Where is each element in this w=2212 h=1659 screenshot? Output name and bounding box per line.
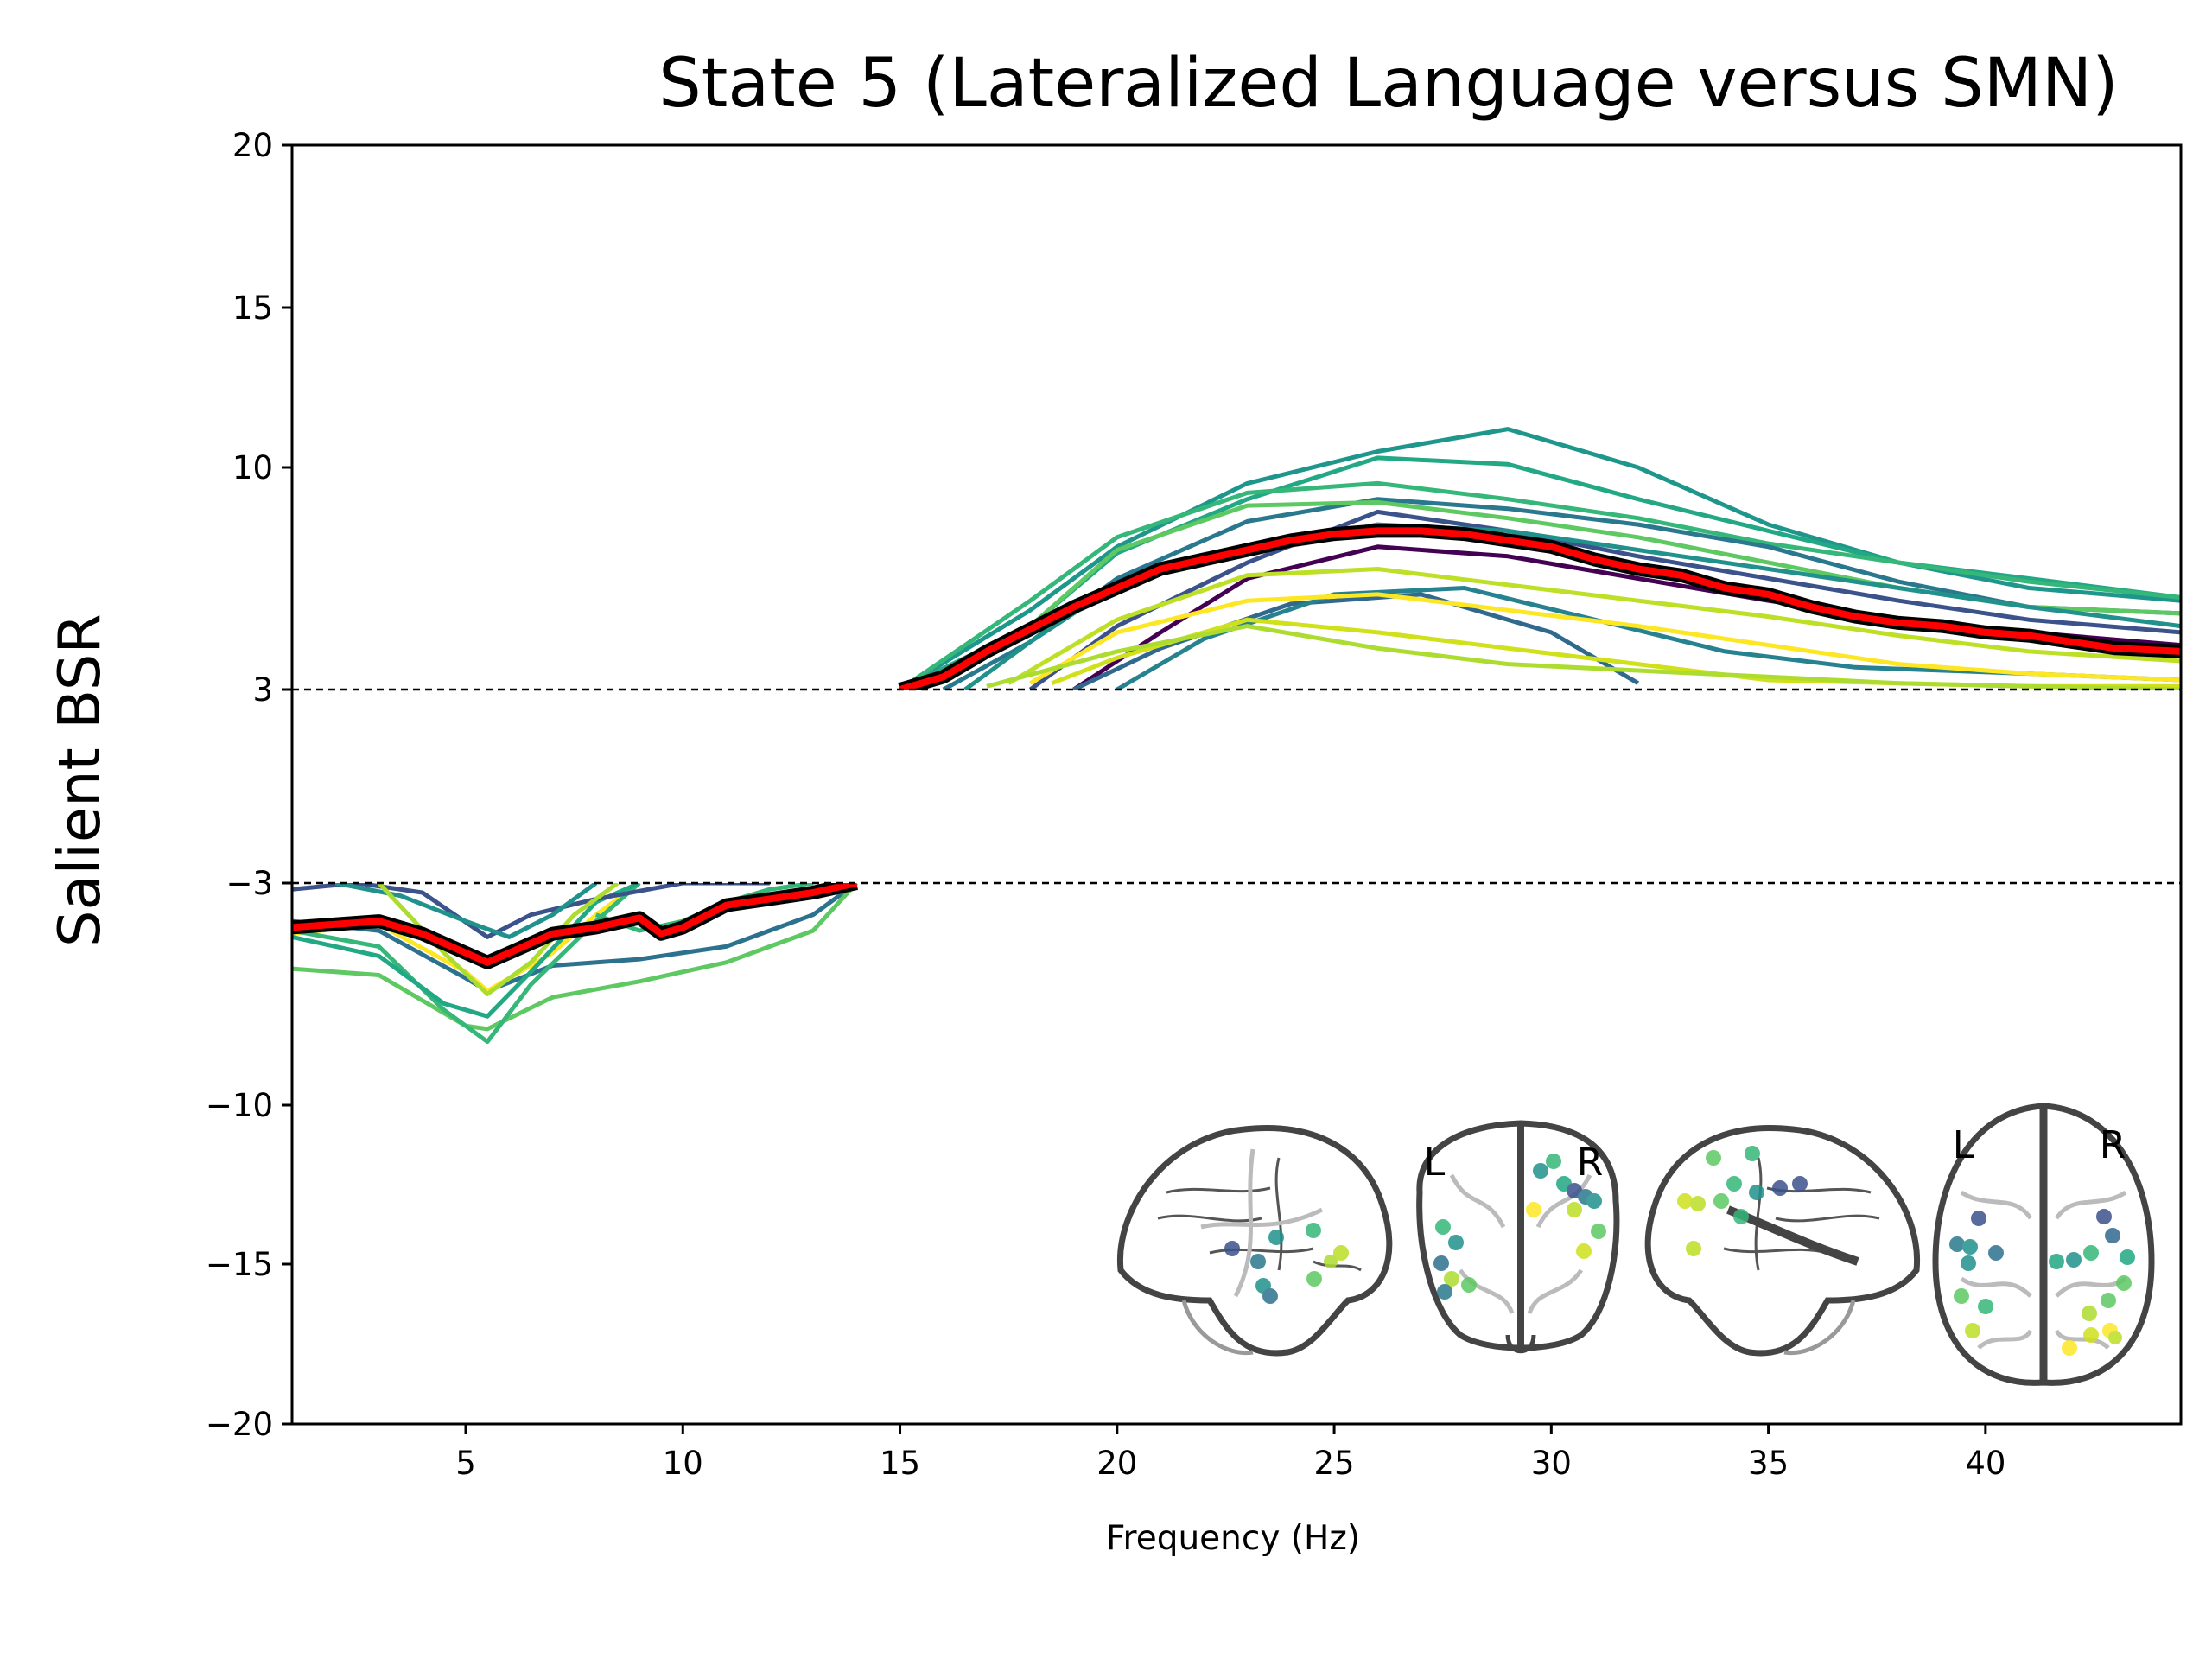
x-tick-label: 40 xyxy=(1965,1445,2005,1482)
threshold-band xyxy=(292,690,2181,883)
x-tick-label: 25 xyxy=(1314,1445,1355,1482)
series-line-20 xyxy=(291,880,770,939)
series-lines xyxy=(291,427,2182,1045)
series-line-9 xyxy=(1072,592,1640,692)
y-tick-label: −15 xyxy=(206,1246,273,1283)
brain-left-sagittal-dots xyxy=(1224,1223,1349,1304)
series-line-3 xyxy=(899,480,2182,692)
series-line-6 xyxy=(1028,509,2182,692)
brain-coronal-dots xyxy=(1433,1154,1606,1300)
brain-left-sagittal-icon xyxy=(1116,1125,1393,1357)
x-tick-label: 5 xyxy=(455,1445,476,1482)
glass-brain-inset: L R xyxy=(1116,1103,2155,1386)
chart-title: State 5 (Lateralized Language versus SMN… xyxy=(658,45,2118,123)
y-tick-label: 15 xyxy=(232,289,273,327)
y-tick-label: −10 xyxy=(206,1087,273,1124)
axial-left-label: L xyxy=(1953,1123,1974,1167)
x-axis-label: Frequency (Hz) xyxy=(1106,1519,1360,1558)
y-tick-label: 20 xyxy=(232,127,273,164)
mean-line-negative xyxy=(291,880,858,966)
y-tick-label: −3 xyxy=(226,865,273,902)
x-tick-label: 10 xyxy=(663,1445,703,1482)
series-line-19 xyxy=(291,880,641,1019)
coronal-left-label: L xyxy=(1424,1141,1446,1185)
brain-coronal-icon xyxy=(1416,1120,1620,1354)
brain-axial-dots xyxy=(1949,1209,2135,1356)
x-tick-label: 15 xyxy=(880,1445,920,1482)
brain-axial-icon xyxy=(1932,1103,2155,1386)
series-line-17 xyxy=(291,881,859,1032)
x-tick-label: 20 xyxy=(1096,1445,1137,1482)
series-line-14 xyxy=(986,624,2182,692)
series-line-12 xyxy=(1007,567,2182,685)
mean-line-positive xyxy=(899,527,2182,693)
series-line-11 xyxy=(1029,592,2182,685)
coronal-right-label: R xyxy=(1577,1141,1604,1185)
plot-axes: 20 15 10 3 −3 −10 −15 −20 5 10 15 20 25 30 35 40 xyxy=(206,127,2183,1482)
y-axis-label: Salient BSR xyxy=(46,613,113,947)
threshold-lines xyxy=(292,688,2181,885)
y-tick-label: 10 xyxy=(232,449,273,486)
brain-right-sagittal-dots xyxy=(1677,1146,1808,1256)
y-tick-label: 3 xyxy=(252,671,273,709)
x-tick-label: 35 xyxy=(1748,1445,1789,1482)
plot-frame xyxy=(290,143,2183,1426)
axial-right-label: R xyxy=(2100,1123,2126,1167)
y-tick-label: −20 xyxy=(206,1406,273,1443)
x-tick-label: 30 xyxy=(1531,1445,1572,1482)
mean-bsr-line xyxy=(291,524,2182,969)
